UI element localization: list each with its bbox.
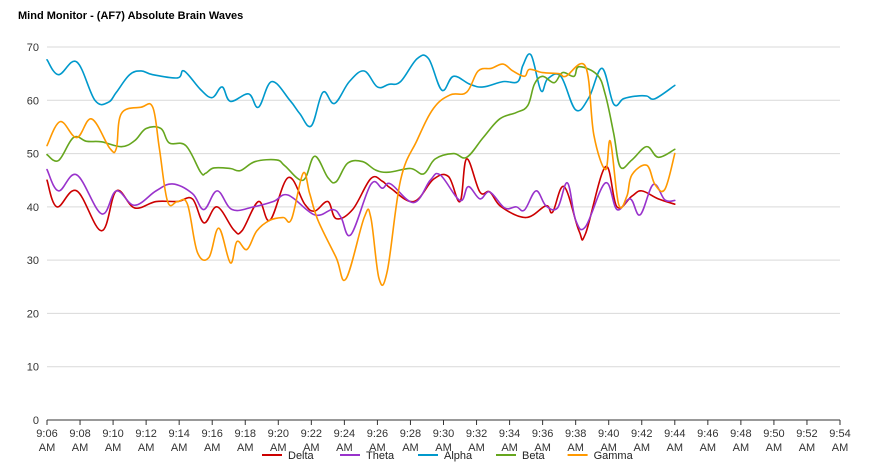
x-tick-label-suffix: AM: [171, 442, 188, 454]
y-tick-label: 40: [27, 202, 39, 214]
series-line-gamma: [46, 62, 676, 286]
x-tick-label-suffix: AM: [336, 442, 353, 454]
legend-item-delta[interactable]: Delta: [262, 450, 315, 462]
x-tick-label: 9:12: [135, 428, 156, 440]
x-tick-label: 9:46: [697, 428, 718, 440]
x-tick-label-suffix: AM: [369, 442, 386, 454]
x-tick-label-suffix: AM: [270, 442, 287, 454]
legend-label: Beta: [522, 450, 546, 462]
x-tick-label: 9:40: [598, 428, 619, 440]
x-tick-label: 9:16: [201, 428, 222, 440]
legend-item-gamma[interactable]: Gamma: [567, 450, 634, 462]
x-tick-label: 9:44: [664, 428, 685, 440]
legend-item-beta[interactable]: Beta: [496, 450, 546, 462]
x-tick-label: 9:42: [631, 428, 652, 440]
x-tick-label-suffix: AM: [534, 442, 551, 454]
legend-label: Gamma: [594, 450, 634, 462]
y-tick-label: 10: [27, 362, 39, 374]
x-tick-label: 9:28: [400, 428, 421, 440]
legend: Delta Theta Alpha Beta Gamma: [262, 450, 634, 462]
x-tick-label-suffix: AM: [733, 442, 750, 454]
x-tick-label: 9:06: [36, 428, 57, 440]
series-line-beta: [46, 65, 676, 184]
y-tick-label: 60: [27, 95, 39, 107]
x-tick-label-suffix: AM: [667, 442, 684, 454]
y-tick-label: 50: [27, 149, 39, 161]
series-line-alpha: [46, 53, 676, 128]
legend-item-theta[interactable]: Theta: [340, 450, 395, 462]
y-tick-label: 30: [27, 255, 39, 267]
legend-label: Delta: [288, 450, 315, 462]
x-tick-label-suffix: AM: [105, 442, 122, 454]
x-tick-label-suffix: AM: [468, 442, 485, 454]
x-tick-label-suffix: AM: [766, 442, 783, 454]
x-tick-label: 9:22: [301, 428, 322, 440]
legend-label: Alpha: [444, 450, 473, 462]
x-tick-label-suffix: AM: [138, 442, 155, 454]
y-axis: 0 10 20 30 40 50 60 70: [27, 42, 39, 427]
x-tick-label: 9:48: [730, 428, 751, 440]
x-tick-label-suffix: AM: [634, 442, 651, 454]
legend-label: Theta: [366, 450, 395, 462]
x-tick-label-suffix: AM: [600, 442, 617, 454]
chart-title: Mind Monitor - (AF7) Absolute Brain Wave…: [18, 10, 244, 22]
x-tick-label: 9:34: [499, 428, 520, 440]
x-tick-label: 9:08: [69, 428, 90, 440]
grid: [47, 46, 840, 421]
x-tick-label-suffix: AM: [237, 442, 254, 454]
x-tick-label: 9:52: [796, 428, 817, 440]
x-tick-label-suffix: AM: [567, 442, 584, 454]
x-tick-label: 9:10: [102, 428, 123, 440]
x-tick-label-suffix: AM: [501, 442, 518, 454]
y-tick-label: 0: [33, 415, 39, 427]
legend-item-alpha[interactable]: Alpha: [418, 450, 473, 462]
x-tick-label-suffix: AM: [402, 442, 419, 454]
series-lines: [46, 53, 676, 286]
x-tick-label-suffix: AM: [204, 442, 221, 454]
x-tick-label: 9:36: [532, 428, 553, 440]
x-tick-label: 9:30: [433, 428, 454, 440]
series-line-theta: [46, 168, 676, 237]
y-tick-label: 20: [27, 308, 39, 320]
x-tick-label: 9:26: [367, 428, 388, 440]
x-tick-label-suffix: AM: [832, 442, 849, 454]
x-tick-label: 9:20: [268, 428, 289, 440]
x-tick-label: 9:18: [235, 428, 256, 440]
x-axis: 9:06 AM 9:08 AM 9:10 AM 9:12 AM 9:14 AM 9:16 AM 9:18…: [36, 420, 851, 454]
x-tick-label: 9:24: [334, 428, 355, 440]
x-tick-label-suffix: AM: [799, 442, 816, 454]
x-tick-label: 9:14: [168, 428, 189, 440]
x-tick-label: 9:32: [466, 428, 487, 440]
x-tick-label-suffix: AM: [303, 442, 320, 454]
x-tick-label-suffix: AM: [435, 442, 452, 454]
x-tick-label-suffix: AM: [72, 442, 89, 454]
x-tick-label: 9:50: [763, 428, 784, 440]
x-tick-label-suffix: AM: [39, 442, 56, 454]
y-tick-label: 70: [27, 42, 39, 54]
x-tick-label: 9:54: [829, 428, 850, 440]
x-tick-label-suffix: AM: [700, 442, 717, 454]
x-tick-label: 9:38: [565, 428, 586, 440]
